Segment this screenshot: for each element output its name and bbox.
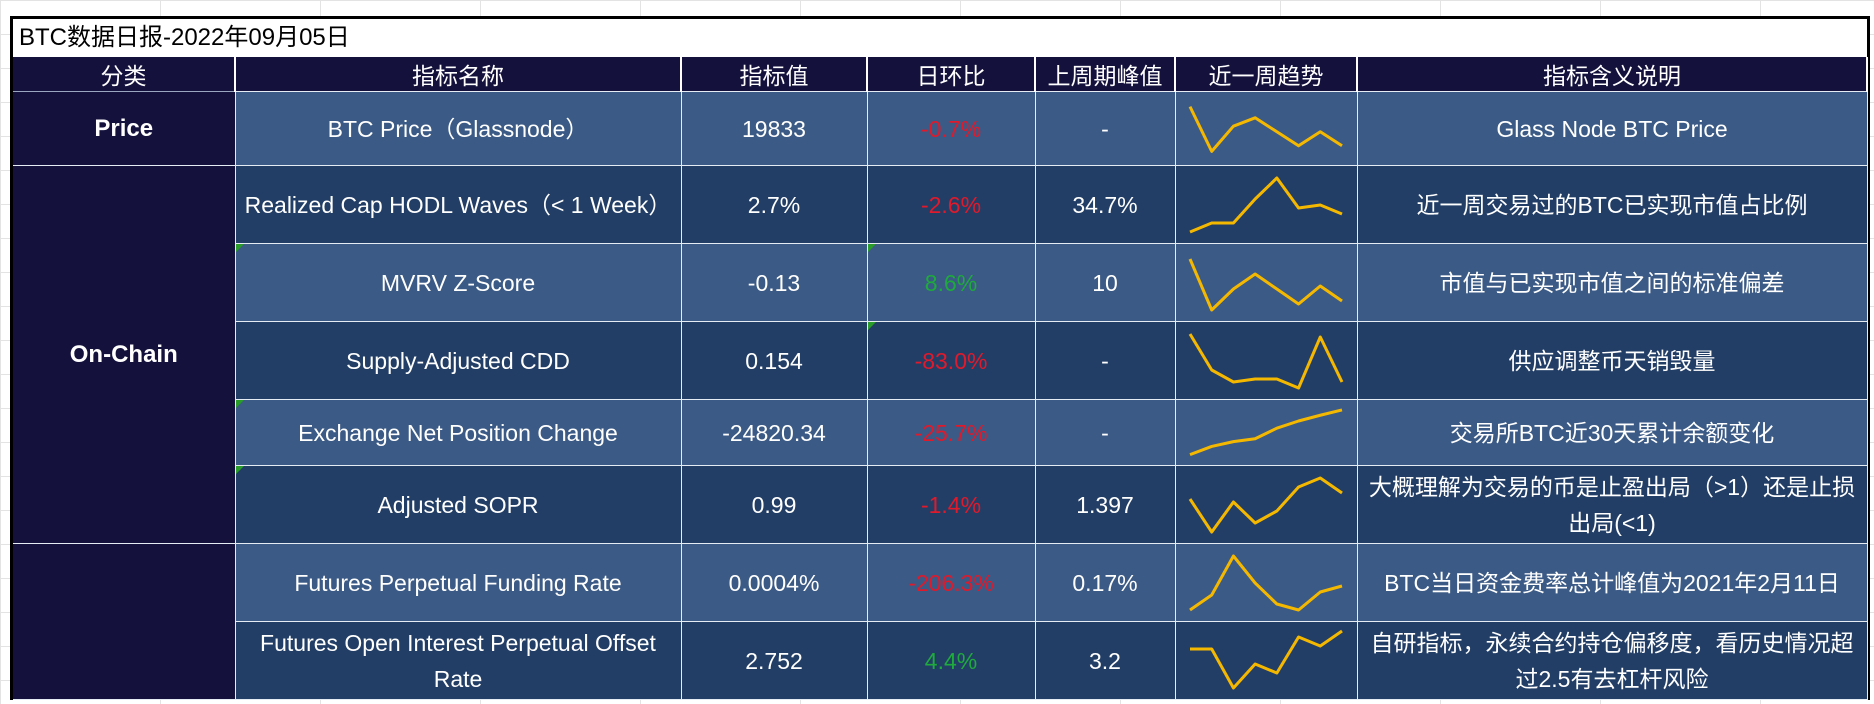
trend-line: [1188, 408, 1342, 456]
header-description[interactable]: 指标含义说明: [1357, 57, 1868, 92]
trend-cell[interactable]: [1174, 91, 1358, 166]
trend-sparkline: [1188, 105, 1343, 153]
metric-value[interactable]: 0.99: [680, 465, 868, 544]
description[interactable]: 供应调整币天销毁量: [1356, 321, 1868, 400]
table-row: Futures Open Interest Perpetual Offset R…: [13, 621, 1868, 700]
metric-value[interactable]: 2.7%: [680, 165, 868, 244]
metric-value[interactable]: -0.13: [680, 243, 868, 322]
daily-change[interactable]: -1.4%: [866, 465, 1036, 544]
table-row: Price BTC Price（Glassnode） 19833 -0.7% -…: [13, 91, 1868, 166]
table-row: Exchange Net Position Change -24820.34 -…: [13, 399, 1868, 466]
trend-cell[interactable]: [1174, 321, 1358, 400]
description[interactable]: 交易所BTC近30天累计余额变化: [1356, 399, 1868, 466]
trend-cell[interactable]: [1174, 165, 1358, 244]
daily-change[interactable]: -2.6%: [866, 165, 1036, 244]
trend-sparkline: [1189, 629, 1343, 689]
trend-cell[interactable]: [1174, 543, 1358, 622]
last-peak[interactable]: -: [1034, 399, 1176, 466]
trend-cell[interactable]: [1174, 621, 1358, 700]
category-price[interactable]: Price: [13, 91, 236, 166]
trend-cell[interactable]: [1174, 465, 1358, 544]
description[interactable]: BTC当日资金费率总计峰值为2021年2月11日: [1356, 543, 1868, 622]
header-metric-name[interactable]: 指标名称: [235, 57, 682, 92]
metric-value[interactable]: -24820.34: [680, 399, 868, 466]
trend-sparkline: [1188, 476, 1343, 533]
last-peak[interactable]: 10: [1034, 243, 1176, 322]
trend-sparkline: [1188, 176, 1343, 233]
category-onchain[interactable]: On-Chain: [13, 165, 236, 544]
metric-name[interactable]: Exchange Net Position Change: [234, 399, 682, 466]
metric-name[interactable]: Futures Open Interest Perpetual Offset R…: [234, 621, 682, 700]
trend-sparkline: [1188, 408, 1342, 456]
daily-change[interactable]: 8.6%: [866, 243, 1036, 322]
metric-name[interactable]: MVRV Z-Score: [234, 243, 682, 322]
trend-line: [1189, 629, 1343, 689]
daily-change[interactable]: -25.7%: [866, 399, 1036, 466]
last-peak[interactable]: 1.397: [1034, 465, 1176, 544]
header-row: 分类 指标名称 指标值 日环比 上周期峰值 近一周趋势 指标含义说明: [13, 57, 1868, 92]
trend-line: [1188, 257, 1343, 311]
last-peak[interactable]: 0.17%: [1034, 543, 1176, 622]
metric-name[interactable]: Futures Perpetual Funding Rate: [234, 543, 682, 622]
description[interactable]: 近一周交易过的BTC已实现市值占比例: [1356, 165, 1868, 244]
trend-cell[interactable]: [1174, 243, 1358, 322]
header-week-trend[interactable]: 近一周趋势: [1175, 57, 1358, 92]
metric-value[interactable]: 19833: [680, 91, 868, 166]
daily-change[interactable]: -0.7%: [866, 91, 1036, 166]
last-peak[interactable]: -: [1034, 91, 1176, 166]
daily-change[interactable]: -83.0%: [866, 321, 1036, 400]
trend-line: [1188, 176, 1343, 233]
daily-change[interactable]: 4.4%: [866, 621, 1036, 700]
trend-sparkline: [1188, 257, 1343, 311]
report-sheet: BTC数据日报-2022年09月05日 分类 指标名称 指标值 日环比 上周期峰…: [10, 16, 1870, 700]
trend-sparkline: [1188, 554, 1342, 611]
metric-name[interactable]: Supply-Adjusted CDD: [234, 321, 682, 400]
table-row: Futures Perpetual Funding Rate 0.0004% -…: [13, 543, 1868, 700]
description[interactable]: 市值与已实现市值之间的标准偏差: [1356, 243, 1868, 322]
header-last-peak[interactable]: 上周期峰值: [1035, 57, 1176, 92]
trend-line: [1188, 105, 1343, 153]
description[interactable]: 自研指标，永续合约持仓偏移度，看历史情况超过2.5有去杠杆风险: [1356, 621, 1868, 700]
category-derivatives[interactable]: [13, 543, 236, 700]
table-row: Adjusted SOPR 0.99 -1.4% 1.397 大概理解为交易的币…: [13, 465, 1868, 544]
last-peak[interactable]: 34.7%: [1034, 165, 1176, 244]
last-peak[interactable]: 3.2: [1034, 621, 1176, 700]
metric-value[interactable]: 2.752: [680, 621, 868, 700]
daily-change[interactable]: -206.3%: [866, 543, 1036, 622]
last-peak[interactable]: -: [1034, 321, 1176, 400]
table-row: Supply-Adjusted CDD 0.154 -83.0% - 供应调整币…: [13, 321, 1868, 400]
header-daily-change[interactable]: 日环比: [867, 57, 1036, 92]
metric-value[interactable]: 0.0004%: [680, 543, 868, 622]
metric-value[interactable]: 0.154: [680, 321, 868, 400]
metrics-table: 分类 指标名称 指标值 日环比 上周期峰值 近一周趋势 指标含义说明 Price…: [13, 57, 1868, 700]
trend-line: [1188, 332, 1343, 389]
description[interactable]: 大概理解为交易的币是止盈出局（>1）还是止损出局(<1): [1356, 465, 1868, 544]
metric-name[interactable]: Realized Cap HODL Waves（< 1 Week）: [234, 165, 682, 244]
header-category[interactable]: 分类: [13, 57, 236, 92]
description[interactable]: Glass Node BTC Price: [1356, 91, 1868, 166]
trend-sparkline: [1188, 332, 1343, 389]
trend-cell[interactable]: [1174, 399, 1358, 466]
table-row: On-Chain Realized Cap HODL Waves（< 1 Wee…: [13, 165, 1868, 544]
table-row: MVRV Z-Score -0.13 8.6% 10 市值与已实现市值之间的标准…: [13, 243, 1868, 322]
header-metric-value[interactable]: 指标值: [681, 57, 868, 92]
trend-line: [1188, 554, 1342, 611]
trend-line: [1188, 476, 1343, 533]
metric-name[interactable]: BTC Price（Glassnode）: [234, 91, 682, 166]
metric-name[interactable]: Adjusted SOPR: [234, 465, 682, 544]
report-title[interactable]: BTC数据日报-2022年09月05日: [13, 19, 1867, 57]
